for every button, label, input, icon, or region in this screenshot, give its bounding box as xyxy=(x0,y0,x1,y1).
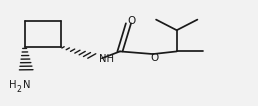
Text: NH: NH xyxy=(99,54,114,64)
Text: O: O xyxy=(151,53,159,63)
Text: H: H xyxy=(9,80,17,90)
Text: N: N xyxy=(23,80,31,90)
Text: 2: 2 xyxy=(17,85,22,94)
Text: O: O xyxy=(127,16,135,26)
